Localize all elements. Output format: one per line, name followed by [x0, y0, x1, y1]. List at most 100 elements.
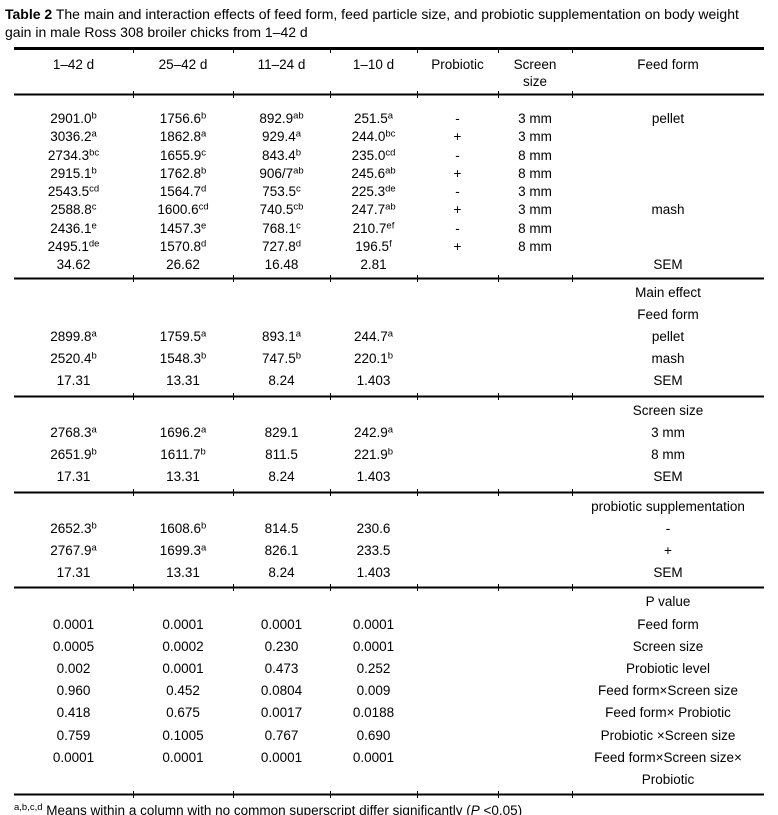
table-cell: 2652.3b: [14, 518, 133, 540]
table-cell: 251.5a: [330, 98, 417, 128]
cell-value: 0.759: [56, 727, 91, 743]
cell-value: mash: [651, 202, 685, 218]
cell-superscript: c: [296, 220, 301, 232]
cell-value: Probiotic ×Screen size: [600, 727, 736, 743]
table-cell: [572, 220, 764, 238]
table-cell: Screen size: [572, 400, 764, 422]
table-cell: 3 mm: [572, 422, 764, 444]
rule-segment: [14, 274, 133, 282]
cell-value: 0.0001: [260, 616, 303, 632]
table-cell: [417, 680, 498, 702]
table-cell: 17.31: [14, 562, 133, 584]
table-cell: [498, 614, 572, 636]
table-cell: [417, 614, 498, 636]
horizontal-rule: [14, 47, 764, 53]
cell-value: 13.31: [166, 373, 200, 389]
table-cell: [417, 540, 498, 562]
cell-superscript: b: [91, 446, 97, 458]
table-cell: 26.62: [133, 256, 233, 274]
cell-value: 1.403: [356, 565, 391, 581]
table-row: 3036.2a 1862.8a 929.4a 244.0bc +3 mm: [14, 128, 764, 146]
cell-value: 251.5: [353, 111, 388, 126]
table-cell: 0.0001: [330, 614, 417, 636]
cell-superscript: a: [91, 542, 97, 554]
table-cell: 892.9ab: [233, 98, 330, 128]
table-cell: [498, 540, 572, 562]
table-body: 1–42 d 25–42 d 11–24 d 1–10 d Probiotic Scree…: [14, 47, 764, 799]
table-cell: 740.5cb: [233, 201, 330, 219]
table-cell: [498, 591, 572, 613]
cell-value: 2495.1: [47, 239, 89, 255]
table-title: Table 2 The main and interaction effects…: [5, 6, 753, 41]
cell-value: 26.62: [166, 257, 200, 273]
column-header: 1–10 d: [330, 53, 417, 91]
table-cell: 247.7ab: [330, 201, 417, 219]
table-cell: [498, 304, 572, 326]
cell-value: 233.5: [356, 542, 391, 558]
table-cell: 0.0001: [133, 614, 233, 636]
table-cell: [498, 496, 572, 518]
cell-superscript: c: [201, 147, 207, 159]
table-cell: [417, 348, 498, 370]
cell-value: 1655.9: [159, 147, 202, 163]
cell-value: +: [453, 165, 462, 181]
table-cell: 0.690: [330, 725, 417, 747]
table-row: 0.418 0.675 0.0017 0.0188 Feed form× Probiot…: [14, 702, 764, 724]
column-header-label: 25–42 d: [158, 57, 208, 72]
cell-value: 244.7: [353, 329, 388, 345]
cell-value: pellet: [651, 111, 685, 126]
cell-value: Feed form×Screen size: [598, 683, 738, 699]
table-cell: [233, 400, 330, 422]
cell-superscript: b: [201, 520, 207, 532]
table-cell: 220.1b: [330, 348, 417, 370]
table-row: 17.31 13.31 8.24 1.403 SEM: [14, 370, 764, 392]
table-cell: [14, 304, 133, 326]
table-cell: 0.0001: [133, 747, 233, 791]
table-row: Main effect: [14, 282, 764, 304]
rule-segment: [14, 91, 133, 98]
cell-value: 8 mm: [518, 220, 552, 236]
table-row: 0.960 0.452 0.0804 0.009 Feed form×Screen si…: [14, 680, 764, 702]
table-cell: [417, 400, 498, 422]
table-cell: [498, 422, 572, 444]
table-cell: -: [417, 183, 498, 201]
cell-value: 0.0001: [352, 616, 395, 632]
cell-superscript: ef: [386, 220, 395, 232]
table-cell: 3036.2a: [14, 128, 133, 146]
table-cell: 2901.0b: [14, 98, 133, 128]
table-cell: Screen size: [572, 636, 764, 658]
table-cell: 826.1: [233, 540, 330, 562]
rule-segment: [329, 392, 417, 400]
rule-segment: [329, 488, 417, 496]
table-cell: 2899.8a: [14, 326, 133, 348]
cell-value: 0.675: [166, 705, 200, 721]
table-cell: 2767.9a: [14, 540, 133, 562]
rule-segment: [232, 584, 330, 592]
rule-segment: [416, 392, 498, 400]
cell-value: 225.3: [351, 184, 386, 200]
table-cell: probiotic supplementation: [572, 496, 764, 518]
table-cell: [498, 370, 572, 392]
table-cell: [417, 636, 498, 658]
table-cell: [498, 400, 572, 422]
table-cell: [330, 400, 417, 422]
table-cell: 2436.1e: [14, 220, 133, 238]
cell-value: 1548.3: [159, 351, 201, 367]
table-cell: -: [417, 98, 498, 128]
cell-superscript: cd: [385, 147, 396, 159]
rule-segment: [232, 274, 330, 282]
table-cell: 0.0188: [330, 702, 417, 724]
cell-value: pellet: [651, 329, 685, 345]
table-cell: 1564.7d: [133, 183, 233, 201]
table-row: 0.0005 0.0002 0.230 0.0001 Screen size: [14, 636, 764, 658]
table-cell: 0.0804: [233, 680, 330, 702]
cell-value: 230.6: [356, 520, 391, 536]
cell-value: SEM: [653, 257, 683, 273]
table-row: 2651.9b 1611.7b 811.5 221.9b 8 mm: [14, 444, 764, 466]
table-cell: [417, 282, 498, 304]
cell-value: -: [665, 520, 671, 536]
table-cell: [498, 680, 572, 702]
cell-superscript: b: [387, 446, 394, 458]
cell-value: 1457.3: [159, 220, 201, 236]
table-cell: [417, 256, 498, 274]
